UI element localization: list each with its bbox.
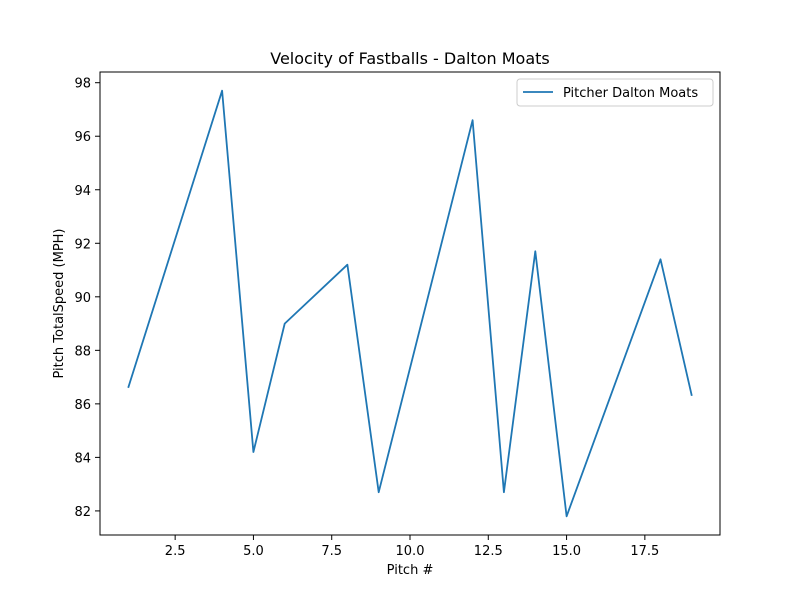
y-tick-label: 94 <box>74 184 91 199</box>
y-tick-label: 96 <box>74 130 91 145</box>
x-axis-ticks: 2.5 5.0 7.5 10.0 12.5 15.0 17.5 <box>165 535 659 559</box>
chart-title: Velocity of Fastballs - Dalton Moats <box>270 49 550 68</box>
x-tick-label: 5.0 <box>243 544 264 559</box>
legend: Pitcher Dalton Moats <box>516 78 714 107</box>
plot-area <box>99 71 721 536</box>
x-tick-label: 12.5 <box>474 544 503 559</box>
series-layer <box>127 89 693 518</box>
y-tick-label: 98 <box>74 77 91 92</box>
y-tick-label: 86 <box>74 398 91 413</box>
y-tick-label: 92 <box>74 237 91 252</box>
x-tick-label: 15.0 <box>552 544 581 559</box>
legend-label: Pitcher Dalton Moats <box>563 86 698 101</box>
y-tick-label: 90 <box>74 291 91 306</box>
x-axis-label: Pitch # <box>387 563 434 578</box>
x-tick-label: 7.5 <box>321 544 342 559</box>
y-axis-label: Pitch TotalSpeed (MPH) <box>52 228 67 378</box>
legend-box <box>516 78 714 107</box>
y-axis-ticks: 82 84 86 88 90 92 94 96 98 <box>74 77 100 520</box>
x-tick-label: 10.0 <box>396 544 425 559</box>
y-tick-label: 88 <box>74 344 91 359</box>
y-tick-label: 84 <box>74 451 91 466</box>
series-line <box>127 89 693 518</box>
x-tick-label: 17.5 <box>630 544 659 559</box>
x-tick-label: 2.5 <box>165 544 186 559</box>
y-tick-label: 82 <box>74 505 91 520</box>
